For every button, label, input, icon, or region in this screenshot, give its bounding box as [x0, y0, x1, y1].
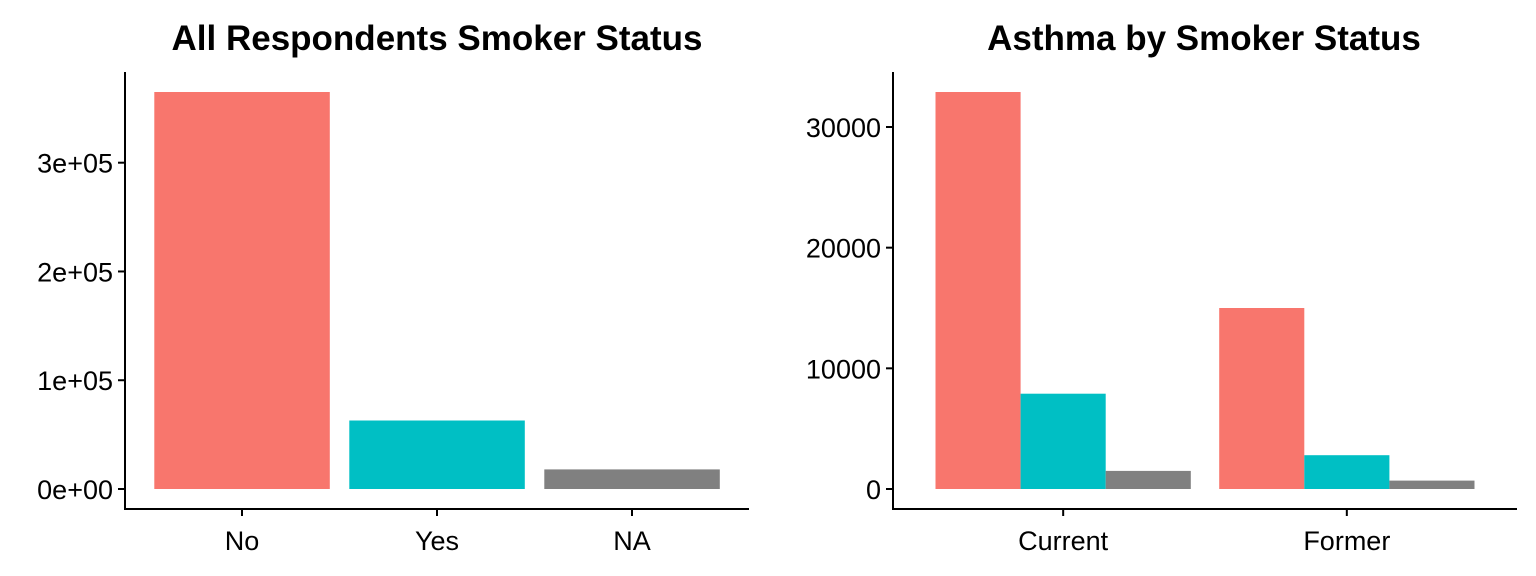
y-tick-label: 10000	[806, 354, 881, 384]
y-tick-label: 1e+05	[37, 366, 113, 396]
bar-na	[544, 469, 720, 489]
x-tick-label-na: NA	[613, 526, 651, 556]
x-tick-label-yes: Yes	[415, 526, 459, 556]
y-tick-label: 30000	[806, 113, 881, 143]
bars	[154, 92, 720, 489]
axes-lines	[892, 72, 1517, 510]
chart-title: Asthma by Smoker Status	[987, 19, 1421, 58]
bar-current-series-2	[1020, 393, 1106, 489]
bar-current-series-3	[1105, 470, 1191, 489]
axes-lines	[124, 72, 749, 510]
y-tick-label: 0e+00	[37, 475, 113, 505]
x-tick-label-current: Current	[1018, 526, 1109, 556]
y-tick-label: 2e+05	[37, 257, 113, 287]
bar-current-series-1	[935, 92, 1021, 489]
x-axis-ticks: Current Former	[1018, 509, 1390, 556]
x-tick-label-no: No	[225, 526, 260, 556]
y-axis-ticks: 0e+00 1e+05 2e+05 3e+05	[37, 149, 125, 505]
bars	[935, 92, 1475, 489]
y-tick-label: 3e+05	[37, 149, 113, 179]
bar-former-series-1	[1219, 308, 1305, 489]
bar-former-series-3	[1389, 480, 1475, 489]
chart-asthma-by-smoker: Asthma by Smoker Status 0 10000 20000 30000…	[806, 19, 1517, 556]
bar-no	[154, 92, 330, 489]
y-tick-label: 0	[866, 475, 881, 505]
y-tick-label: 20000	[806, 234, 881, 264]
y-axis-ticks: 0 10000 20000 30000	[806, 113, 893, 505]
chart-all-respondents: All Respondents Smoker Status 0e+00 1e+05…	[37, 19, 749, 556]
bar-former-series-2	[1304, 455, 1390, 489]
bar-yes	[349, 420, 525, 489]
x-tick-label-former: Former	[1303, 526, 1390, 556]
x-axis-ticks: No Yes NA	[225, 509, 651, 556]
chart-title: All Respondents Smoker Status	[172, 19, 703, 58]
